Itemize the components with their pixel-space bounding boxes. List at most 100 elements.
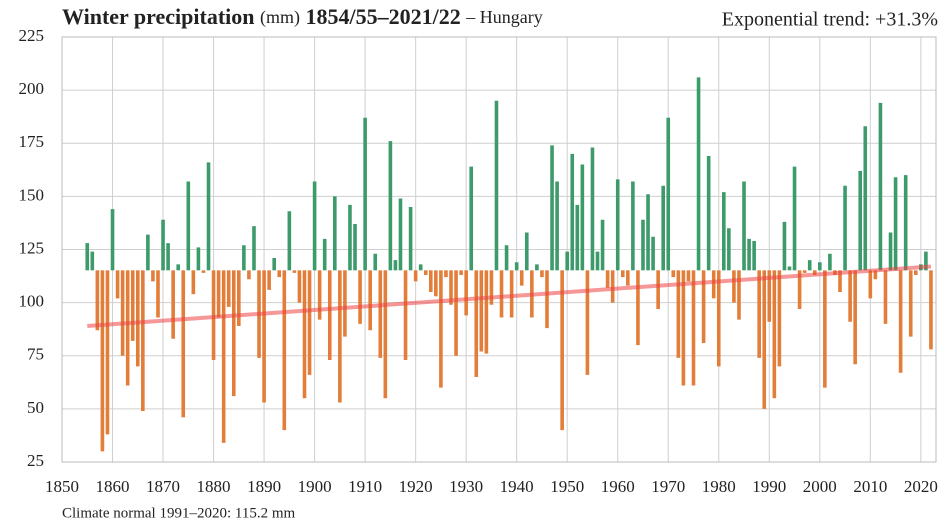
bar — [540, 270, 544, 278]
x-tick-label: 1900 — [298, 477, 332, 496]
bar — [883, 270, 888, 324]
bar — [757, 270, 761, 358]
bar — [868, 270, 873, 299]
bar — [615, 179, 620, 271]
bar — [671, 270, 676, 278]
bar — [550, 145, 554, 271]
bar — [863, 126, 868, 271]
bar — [282, 270, 287, 431]
bar — [575, 204, 580, 271]
bar — [428, 270, 433, 292]
bar — [403, 270, 408, 360]
bar — [610, 270, 615, 303]
bar — [348, 204, 352, 271]
y-tick-label: 100 — [19, 292, 45, 311]
x-tick-label: 1990 — [752, 477, 786, 496]
bar — [812, 270, 817, 275]
bar — [636, 270, 640, 346]
x-tick-label: 1930 — [449, 477, 483, 496]
bar — [767, 270, 772, 322]
bar — [322, 238, 327, 271]
bar — [823, 270, 827, 388]
bar — [474, 270, 479, 377]
bar — [565, 251, 570, 271]
bar — [454, 270, 458, 356]
bar — [358, 270, 362, 324]
bar — [555, 181, 559, 271]
bar — [196, 247, 201, 271]
bar — [307, 270, 312, 375]
trend-line — [87, 264, 932, 328]
bar — [363, 117, 367, 271]
bar — [858, 170, 863, 271]
bar — [95, 270, 100, 331]
bar — [388, 141, 393, 271]
bar — [161, 219, 165, 271]
bar — [631, 181, 635, 271]
bar — [737, 270, 741, 320]
bar — [181, 270, 186, 418]
bar — [176, 264, 180, 271]
bar — [646, 194, 650, 271]
bar — [777, 270, 782, 367]
bar — [504, 245, 509, 271]
bar — [378, 270, 383, 358]
bar — [560, 270, 564, 431]
bar — [100, 270, 105, 452]
x-tick-label: 2000 — [803, 477, 837, 496]
x-tick-label: 1910 — [348, 477, 382, 496]
bar — [272, 258, 276, 271]
bar — [302, 270, 307, 399]
bar — [393, 260, 398, 271]
x-tick-label: 1870 — [146, 477, 180, 496]
bar — [413, 270, 418, 282]
y-tick-label: 50 — [27, 398, 44, 417]
bar — [479, 270, 484, 352]
bar — [747, 238, 751, 271]
bar — [201, 270, 206, 273]
y-tick-label: 25 — [27, 451, 44, 470]
bar — [292, 270, 297, 273]
bar — [524, 232, 529, 271]
bar — [464, 270, 468, 316]
bar — [686, 270, 691, 282]
bar — [807, 260, 812, 271]
bar — [444, 270, 448, 278]
bar — [590, 147, 595, 271]
bar — [706, 156, 711, 271]
bar — [267, 270, 271, 290]
y-tick-label: 125 — [19, 238, 45, 257]
x-tick-label: 1850 — [45, 477, 79, 496]
bar — [216, 270, 221, 318]
bar — [333, 196, 337, 271]
bar — [570, 153, 575, 271]
bar — [327, 270, 332, 360]
bar — [252, 226, 256, 271]
bar — [469, 166, 474, 271]
y-tick-label: 175 — [19, 132, 45, 151]
x-tick-label: 2020 — [904, 477, 938, 496]
bar — [666, 117, 671, 271]
bar — [722, 192, 726, 271]
x-tick-label: 1950 — [550, 477, 584, 496]
period: 1854/55–2021/22 — [306, 4, 461, 29]
bar — [317, 270, 322, 320]
bar — [701, 270, 706, 343]
bar — [762, 270, 767, 409]
bar — [90, 251, 95, 271]
bar — [489, 270, 494, 305]
bar — [514, 262, 519, 271]
bar — [878, 102, 883, 271]
bar — [242, 245, 246, 271]
bar — [191, 270, 196, 295]
bar — [434, 270, 438, 297]
bar — [166, 243, 170, 271]
bar — [105, 270, 110, 435]
bar — [595, 251, 600, 271]
bar — [848, 270, 852, 322]
bar — [772, 270, 777, 399]
bar — [221, 270, 226, 443]
bar — [115, 270, 120, 299]
bar — [818, 262, 822, 271]
